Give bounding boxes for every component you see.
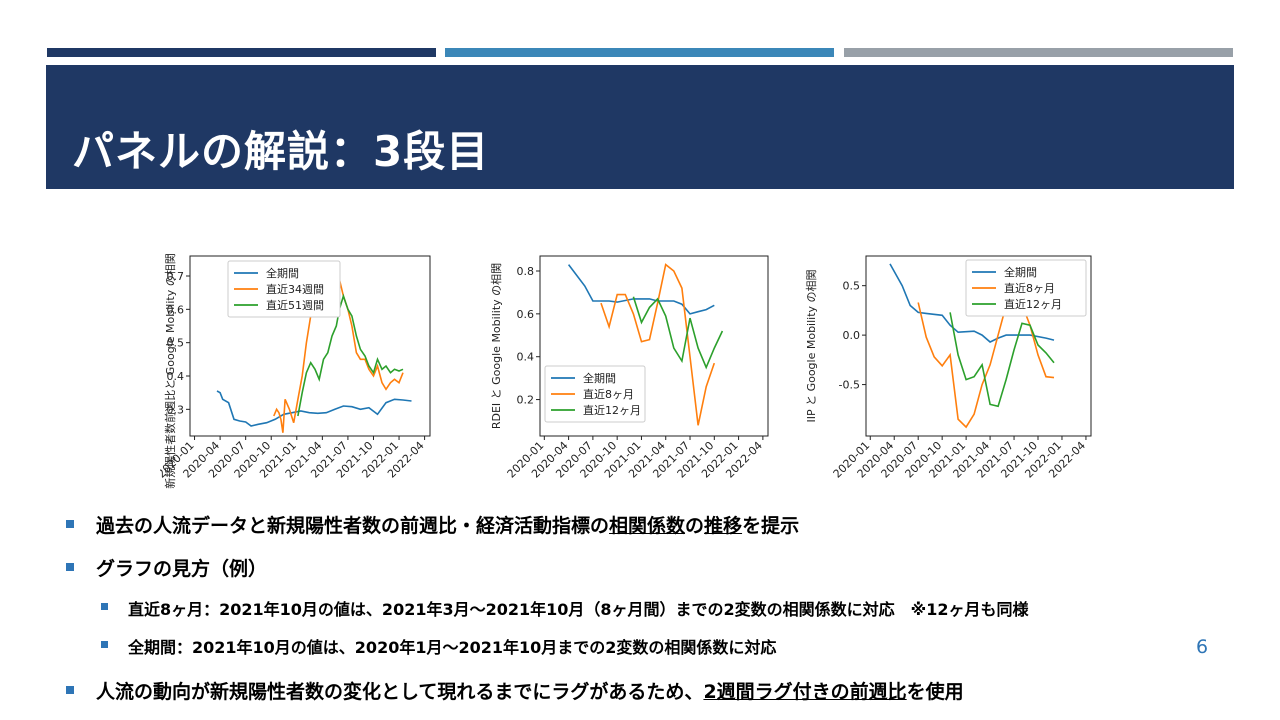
series-line-0: [567, 264, 715, 315]
y-tick-label: 0.6: [517, 308, 535, 321]
series-line-1: [917, 292, 1055, 429]
series-line-2: [297, 293, 404, 417]
legend-label: 全期間: [266, 266, 299, 280]
y-tick-label: -0.5: [839, 379, 860, 392]
sub-bullet-marker: [101, 603, 108, 610]
series-line-1: [600, 263, 716, 426]
y-axis-label: 新規陽性者数前週比と Google Mobility の相関: [163, 253, 177, 488]
legend-label: 直近51週間: [266, 298, 324, 312]
bullet-lag-note: 人流の動向が新規陽性者数の変化として現れるまでにラグがあるため、2週間ラグ付きの…: [96, 677, 964, 704]
bullet-marker: [66, 686, 74, 694]
y-tick-label: 0.4: [167, 370, 185, 383]
legend-label: 直近12ヶ月: [1004, 297, 1062, 311]
page-number: 6: [1196, 636, 1209, 658]
legend-label: 直近34週間: [266, 282, 324, 296]
bullet-how-to-read: グラフの見方（例）: [96, 558, 268, 580]
sub-bullet-marker: [101, 641, 108, 648]
bullet-summary-text-mid: の: [685, 515, 705, 537]
legend-box: [227, 260, 341, 318]
chart-rdei-correlation: 0.20.40.60.82020-012020-042020-072020-10…: [490, 255, 769, 481]
bullet-summary: 過去の人流データと新規陽性者数の前週比・経済活動指標の相関係数の推移を提示: [96, 511, 799, 538]
sub-bullet-recent-8-months: 直近8ヶ月：2021年10月の値は、2021年3月～2021年10月（8ヶ月間）…: [128, 600, 1029, 619]
accent-bar-blue: [445, 48, 834, 57]
y-tick-label: 0.5: [843, 280, 861, 293]
y-tick-label: 0.6: [167, 303, 185, 316]
y-tick-label: 0.2: [517, 394, 535, 407]
series-line-2: [632, 296, 724, 370]
bullet-marker: [66, 520, 74, 528]
bullet-lag-note-text-end: を使用: [906, 681, 964, 703]
bullet-lag-note-text: 人流の動向が新規陽性者数の変化として現れるまでにラグがあるため、: [96, 681, 704, 703]
bullet-summary-emphasis-correlation: 相関係数: [609, 515, 686, 537]
legend-label: 直近12ヶ月: [583, 403, 641, 417]
y-tick-label: 0.7: [167, 270, 185, 283]
chart-positive-ratio-correlation: 0.30.40.50.60.72020-012020-042020-072020…: [160, 253, 431, 489]
legend-box: [965, 259, 1087, 317]
legend-label: 直近8ヶ月: [1004, 281, 1055, 295]
y-tick-label: 0.3: [167, 403, 185, 416]
accent-bar-gray: [844, 48, 1233, 57]
accent-bar-navy: [47, 48, 436, 57]
bullet-summary-emphasis-trend: 推移: [704, 515, 743, 537]
y-axis-label: IIP と Google Mobility の相関: [805, 269, 818, 422]
y-tick-label: 0.5: [167, 337, 185, 350]
y-axis-label: RDEI と Google Mobility の相関: [490, 263, 503, 429]
bullet-summary-text-end: を提示: [742, 515, 800, 537]
bullet-marker: [66, 563, 74, 571]
series-line-2: [949, 312, 1055, 408]
legend-label: 全期間: [1004, 265, 1037, 279]
bullet-lag-note-emphasis: 2週間ラグ付きの前週比: [703, 681, 907, 703]
legend-label: 直近8ヶ月: [583, 387, 634, 401]
series-line-0: [216, 390, 412, 427]
title-band: [46, 65, 1234, 189]
legend-label: 全期間: [583, 371, 616, 385]
bullet-summary-text: 過去の人流データと新規陽性者数の前週比・経済活動指標の: [96, 515, 610, 537]
slide-title: パネルの解説：3段目: [72, 127, 490, 176]
legend-box: [544, 365, 646, 423]
y-tick-label: 0.0: [843, 329, 861, 342]
y-tick-label: 0.8: [517, 265, 535, 278]
sub-bullet-full-period: 全期間：2021年10月の値は、2020年1月～2021年10月までの2変数の相…: [128, 638, 777, 657]
y-tick-label: 0.4: [517, 351, 535, 364]
chart-iip-correlation: -0.50.00.52020-012020-042020-072020-1020…: [805, 255, 1092, 481]
